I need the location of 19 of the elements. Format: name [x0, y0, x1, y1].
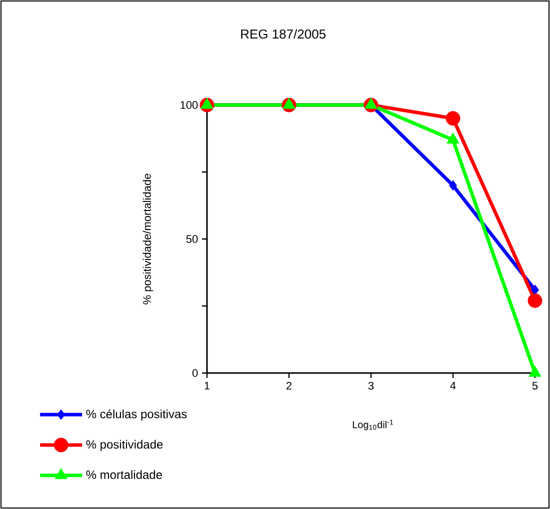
point: [446, 111, 460, 126]
point: [446, 132, 460, 144]
x-tick-label: 4: [450, 382, 456, 390]
legend-label: % mortalidade: [86, 470, 162, 479]
legend-label: % células positivas: [86, 409, 187, 421]
x-tick-label: 1: [204, 382, 210, 390]
point: [448, 180, 457, 191]
legend-label: % positividade: [86, 440, 163, 452]
x-tick-label: 5: [532, 382, 538, 390]
point: [530, 284, 539, 296]
x-tick-label: 3: [368, 382, 374, 390]
y-tick-label: 0: [192, 369, 198, 377]
y-tick-label: 50: [186, 235, 198, 243]
y-tick-label: 100: [180, 101, 198, 109]
y-axis-title: % positividade/mortalidade: [142, 174, 154, 304]
point: [528, 293, 542, 308]
chart-title: REG 187/2005: [241, 29, 326, 39]
x-tick-label: 2: [286, 382, 292, 390]
x-axis-title: Log$_{10}$dil$^{-1}$: [352, 420, 393, 430]
